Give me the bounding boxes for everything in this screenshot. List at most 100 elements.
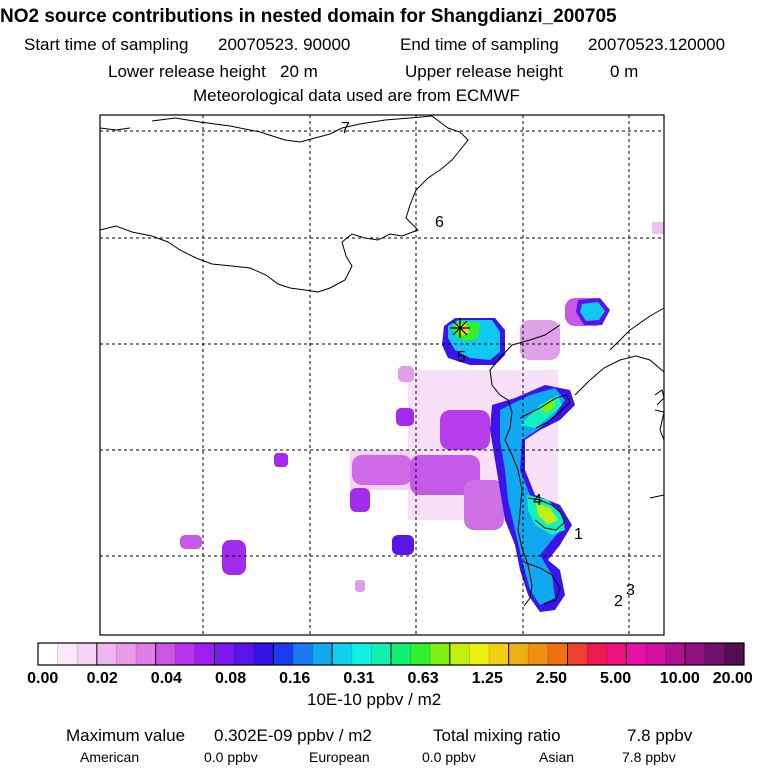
colorbar-swatch <box>234 643 255 665</box>
colorbar-swatch <box>391 643 412 665</box>
plume-faint-area <box>652 222 664 234</box>
colorbar-tick-label: 2.50 <box>535 670 568 687</box>
lower-release-value: 20 m <box>280 62 318 81</box>
colorbar-swatch <box>469 643 490 665</box>
region-labels: 1 2 3 4 5 6 7 <box>341 120 635 610</box>
asian-label: Asian <box>539 749 575 765</box>
plume-purple <box>464 480 504 530</box>
plume-purple <box>520 320 560 360</box>
plume-ne-spot <box>580 302 605 321</box>
plume-purple <box>396 408 414 426</box>
colorbar-tick-label: 0.16 <box>279 670 311 687</box>
coastline <box>654 409 665 441</box>
colorbar-swatch <box>332 643 353 665</box>
plume-purple <box>274 453 288 467</box>
coastline <box>523 561 561 605</box>
coastlines <box>99 115 665 607</box>
colorbar-tick-label: 0.00 <box>27 670 59 687</box>
colorbar-swatch <box>724 643 745 665</box>
total-mixing-value: 7.8 ppbv <box>627 726 693 745</box>
max-value: 0.302E-09 ppbv / m2 <box>214 726 372 745</box>
coastline <box>574 355 665 396</box>
receptor-marker-icon <box>450 318 470 338</box>
plume-purple <box>352 455 412 485</box>
met-data-line: Meteorological data used are from ECMWF <box>193 86 520 105</box>
region-label-1: 1 <box>574 526 583 543</box>
colorbar-swatch <box>665 643 686 665</box>
colorbar-swatch <box>626 643 647 665</box>
colorbar-swatch <box>645 643 667 665</box>
colorbar-tick-label: 20.00 <box>712 670 753 687</box>
plume-purple <box>440 410 490 450</box>
coastline <box>519 394 571 429</box>
colorbar-swatch <box>38 643 59 665</box>
region-label-7: 7 <box>341 120 350 137</box>
plume-coastal-core <box>536 503 558 525</box>
colorbar-swatch <box>489 643 510 665</box>
colorbar-swatch <box>528 643 549 665</box>
coastline <box>649 494 665 499</box>
region-label-2: 2 <box>614 593 623 610</box>
max-value-label: Maximum value <box>66 726 186 745</box>
colorbar-swatch <box>567 643 588 665</box>
colorbar-swatch <box>214 643 235 665</box>
colorbar-tick-label: 0.63 <box>407 670 439 687</box>
plume-purple <box>398 366 414 382</box>
american-label: American <box>80 749 140 765</box>
coastline <box>489 324 561 607</box>
plume-coastal-core <box>540 398 556 414</box>
colorbar-swatch <box>77 643 98 665</box>
region-label-3: 3 <box>626 582 635 599</box>
asian-value: 7.8 ppbv <box>622 749 676 765</box>
colorbar-swatch <box>194 643 215 665</box>
start-time-label: Start time of sampling <box>24 35 189 54</box>
end-time-value: 20070523.120000 <box>588 35 726 54</box>
colorbar-swatch <box>351 643 372 665</box>
colorbar-swatch <box>685 643 706 665</box>
colorbar-tick-label: 0.02 <box>86 670 118 687</box>
plume-purple <box>222 540 246 575</box>
american-value: 0.0 ppbv <box>204 749 258 765</box>
total-mixing-label: Total mixing ratio <box>433 726 561 745</box>
colorbar-swatch <box>312 643 333 665</box>
plume-purple <box>180 535 202 549</box>
colorbar-swatch <box>253 643 274 665</box>
concentration-field <box>180 222 664 612</box>
chart-title: NO2 source contributions in nested domai… <box>0 6 617 27</box>
colorbar-tick-label: 10.00 <box>659 670 700 687</box>
start-time-value: 20070523. 90000 <box>218 35 351 54</box>
colorbar-tick-label: 0.08 <box>214 670 247 687</box>
colorbar-swatch <box>547 643 568 665</box>
map-frame <box>99 114 665 636</box>
plume-purple <box>392 535 414 555</box>
plume-purple <box>350 488 370 512</box>
colorbar-tick-label: 5.00 <box>600 670 632 687</box>
colorbar-swatch <box>449 643 470 665</box>
region-label-5: 5 <box>457 349 466 366</box>
colorbar-tick-label: 0.04 <box>150 670 182 687</box>
region-label-6: 6 <box>435 214 444 231</box>
region-label-4: 4 <box>533 492 542 509</box>
border-line <box>99 115 469 293</box>
coastline <box>654 389 665 406</box>
coastline <box>609 307 665 351</box>
european-label: European <box>309 749 370 765</box>
end-time-label: End time of sampling <box>400 35 559 54</box>
colorbar-unit: 10E-10 ppbv / m2 <box>307 690 442 709</box>
colorbar-swatch <box>175 643 196 665</box>
colorbar-swatch <box>273 643 294 665</box>
colorbar-swatch <box>155 643 176 665</box>
colorbar-swatch <box>96 643 117 665</box>
colorbar-swatch <box>587 643 608 665</box>
colorbar-swatch <box>410 643 431 665</box>
border-line <box>99 127 131 131</box>
colorbar-tick-label: 0.31 <box>343 670 375 687</box>
european-value: 0.0 ppbv <box>422 749 476 765</box>
colorbar <box>37 642 745 666</box>
upper-release-label: Upper release height <box>405 62 563 81</box>
plume-purple <box>355 580 365 592</box>
upper-release-value: 0 m <box>610 62 639 81</box>
lower-release-label: Lower release height <box>108 62 266 81</box>
colorbar-frame <box>37 642 745 666</box>
